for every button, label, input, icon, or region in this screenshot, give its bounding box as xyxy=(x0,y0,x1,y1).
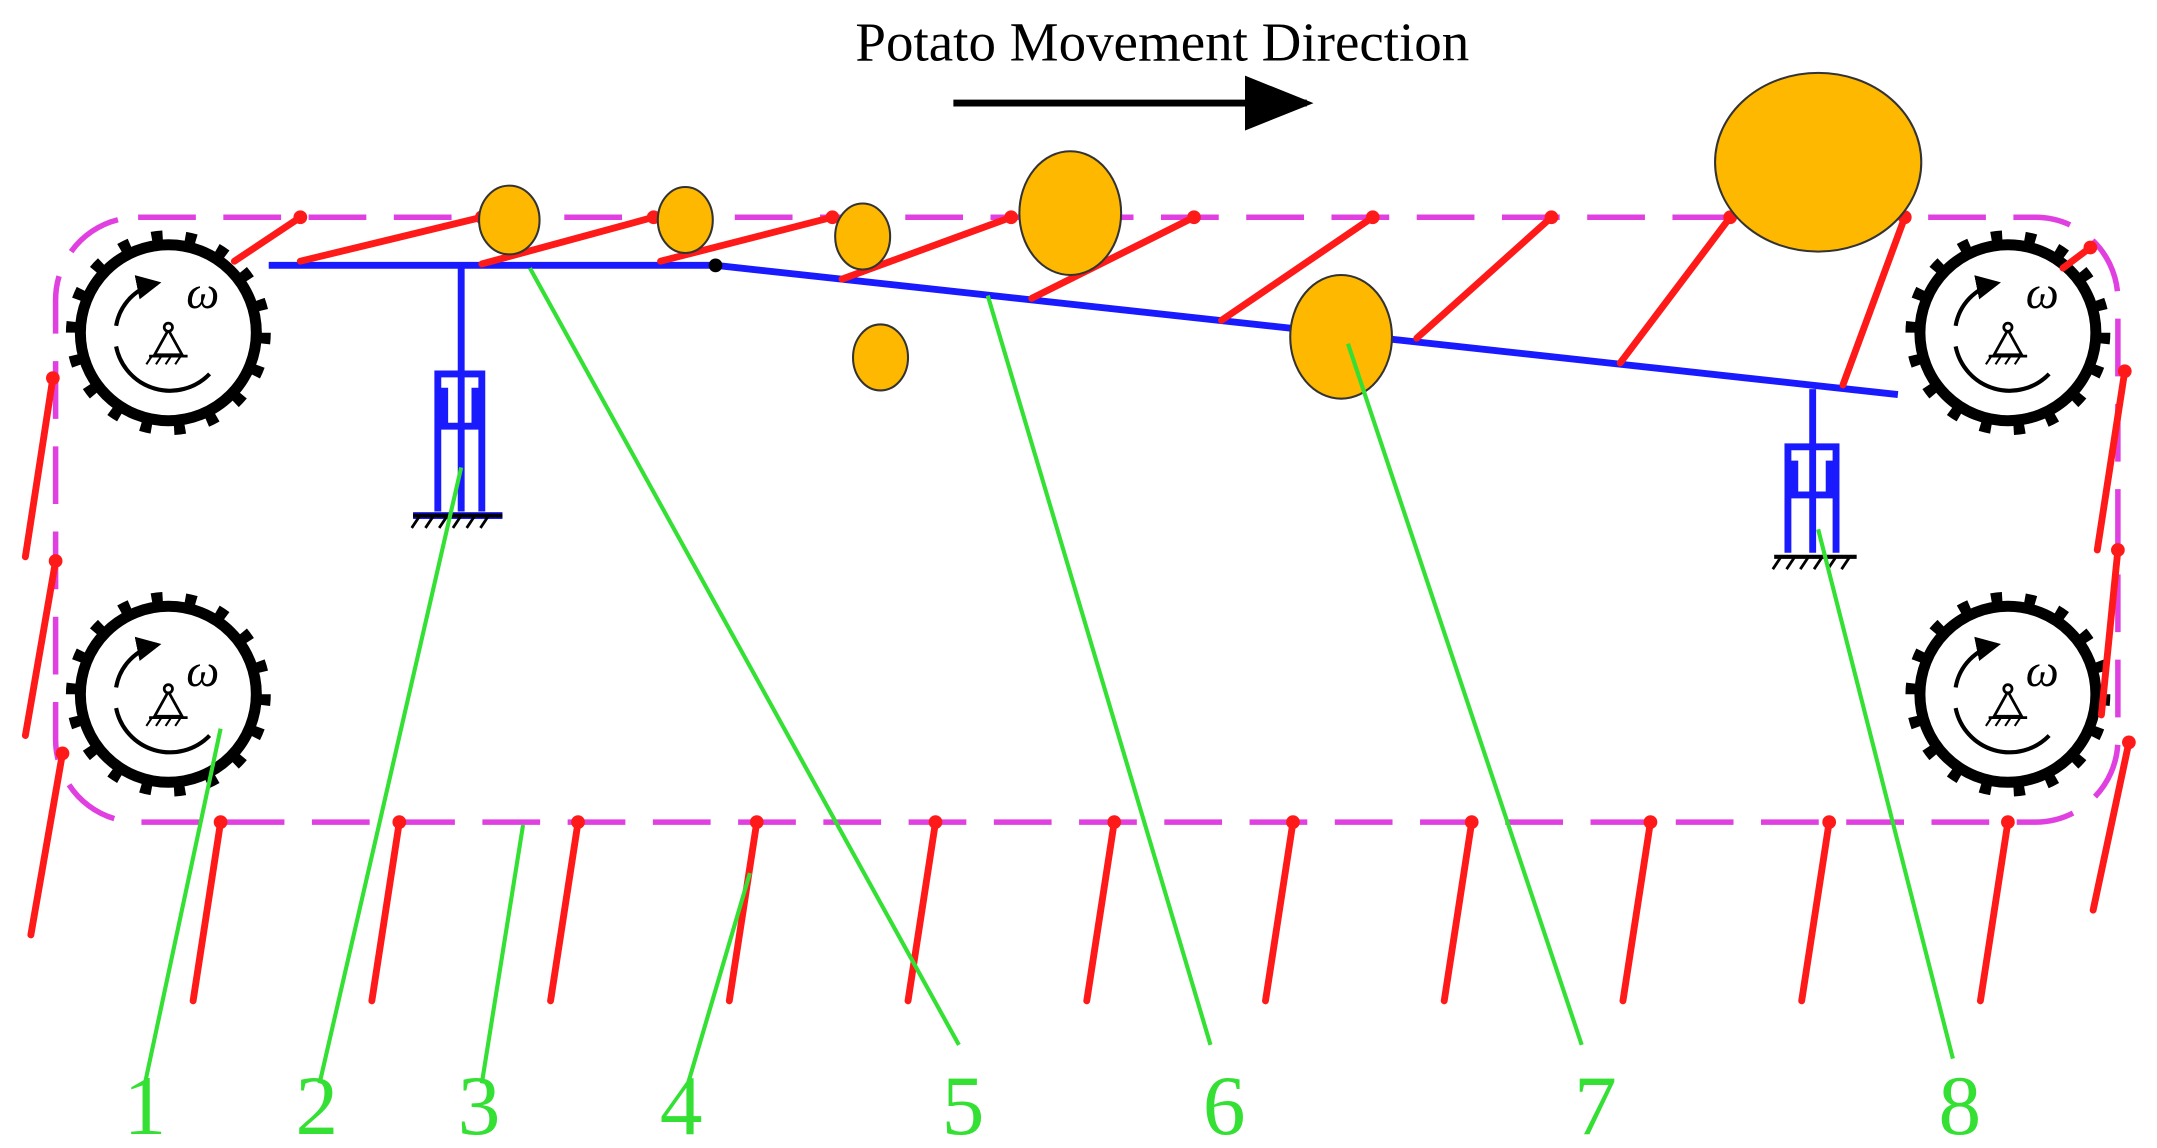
callout-label: 1 xyxy=(124,1059,167,1148)
wheel: ω xyxy=(1912,236,2104,428)
potatoes xyxy=(478,71,1923,400)
omega-label: ω xyxy=(2026,645,2059,697)
leader-lines xyxy=(142,267,1955,1084)
omega-label: ω xyxy=(186,645,219,697)
callout-label: 3 xyxy=(458,1059,501,1148)
paddles xyxy=(21,210,2136,1005)
wheel: ω xyxy=(1912,598,2104,790)
callout-label: 2 xyxy=(296,1059,339,1148)
callout-numbers: 1 2 3 4 5 6 7 8 xyxy=(124,1059,1981,1148)
callout-label: 4 xyxy=(660,1059,703,1148)
sprocket xyxy=(1912,598,2104,790)
sprocket xyxy=(72,598,264,790)
support-frame xyxy=(268,258,1899,570)
callout-label: 7 xyxy=(1574,1059,1617,1148)
wheel: ω xyxy=(72,236,264,428)
title: Potato Movement Direction xyxy=(855,11,1469,72)
sprocket xyxy=(1912,236,2104,428)
callout-label: 5 xyxy=(942,1059,985,1148)
sprocket xyxy=(72,236,264,428)
wheel: ω xyxy=(72,598,264,790)
callout-label: 8 xyxy=(1938,1059,1981,1148)
callout-label: 6 xyxy=(1203,1059,1246,1148)
omega-label: ω xyxy=(2026,267,2059,319)
omega-label: ω xyxy=(186,267,219,319)
